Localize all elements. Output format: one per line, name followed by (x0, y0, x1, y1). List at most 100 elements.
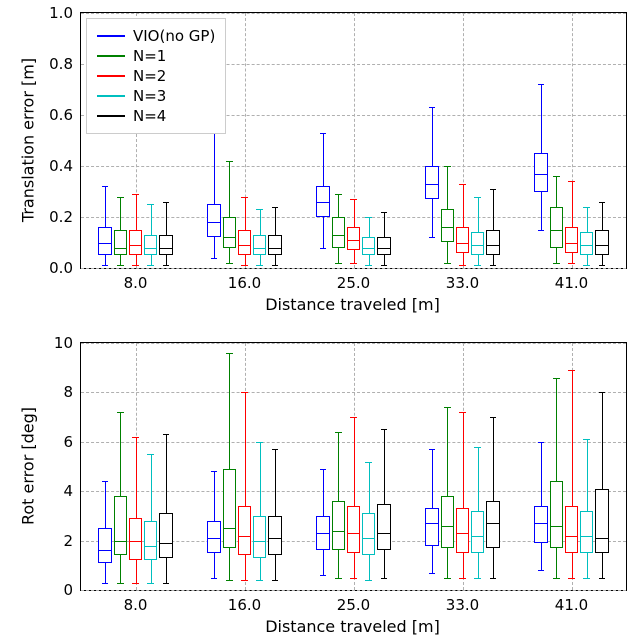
box (456, 508, 469, 552)
ytick-label: 0.2 (49, 208, 73, 226)
box-whisker-cap (272, 207, 279, 208)
box-whisker-cap (132, 583, 139, 584)
rot-error-xlabel: Distance traveled [m] (265, 617, 440, 636)
box-whisker-cap (474, 265, 481, 266)
box-median (471, 536, 484, 537)
xtick-label: 41.0 (555, 274, 588, 292)
box (534, 506, 547, 543)
ytick-label: 0.0 (49, 259, 73, 277)
box-whisker-cap (335, 432, 342, 433)
box (253, 235, 266, 255)
box-whisker-cap (241, 392, 248, 393)
ytick-label: 1.0 (49, 4, 73, 22)
box-whisker-cap (474, 578, 481, 579)
box-whisker (463, 184, 464, 266)
box (347, 506, 360, 553)
box-whisker-cap (147, 204, 154, 205)
box-whisker-cap (226, 161, 233, 162)
box-whisker-cap (241, 580, 248, 581)
box-whisker-cap (490, 417, 497, 418)
box-median (98, 550, 111, 551)
box-median (253, 541, 266, 542)
box (377, 237, 390, 255)
box-whisker-cap (444, 578, 451, 579)
box-median (114, 541, 127, 542)
box-whisker-cap (211, 471, 218, 472)
box-whisker-cap (553, 578, 560, 579)
ytick-label: 2 (63, 532, 73, 550)
box-median (377, 248, 390, 249)
box-median (441, 526, 454, 527)
box-whisker (260, 442, 261, 580)
box (238, 506, 251, 555)
box-whisker-cap (117, 412, 124, 413)
rot-error-ylabel: Rot error [deg] (19, 406, 38, 524)
legend-label: N=3 (133, 87, 166, 105)
xtick-label: 8.0 (124, 596, 148, 614)
box (565, 227, 578, 253)
box-median (223, 528, 236, 529)
box (144, 521, 157, 561)
box (377, 504, 390, 551)
box-whisker-cap (444, 407, 451, 408)
translation-error-xlabel: Distance traveled [m] (265, 295, 440, 314)
box-whisker-cap (147, 454, 154, 455)
box-whisker-cap (272, 265, 279, 266)
box-whisker (354, 417, 355, 578)
box-whisker-cap (102, 265, 109, 266)
legend-swatch (97, 115, 125, 117)
box (595, 489, 608, 553)
ytick-label: 0.6 (49, 106, 73, 124)
box (347, 227, 360, 250)
box-whisker-cap (163, 434, 170, 435)
box-median (534, 174, 547, 175)
box-whisker-cap (568, 263, 575, 264)
legend-label: VIO(no GP) (133, 27, 215, 45)
box (456, 227, 469, 253)
box-whisker-cap (444, 166, 451, 167)
box-median (425, 184, 438, 185)
box-whisker-cap (147, 265, 154, 266)
box-median (595, 538, 608, 539)
box-whisker-cap (568, 370, 575, 371)
box-median (268, 538, 281, 539)
box-whisker-cap (241, 265, 248, 266)
box (486, 501, 499, 548)
figure: 0.00.20.40.60.81.08.016.025.033.041.0 Tr… (0, 0, 640, 642)
box-whisker-cap (102, 481, 109, 482)
box (129, 230, 142, 256)
box-whisker-cap (599, 265, 606, 266)
ytick-label: 0.4 (49, 157, 73, 175)
rot-error-axes: 02468108.016.025.033.041.0 (80, 342, 627, 591)
box-whisker-cap (490, 578, 497, 579)
xtick-label: 33.0 (446, 274, 479, 292)
box-whisker-cap (490, 265, 497, 266)
box (425, 508, 438, 545)
box (550, 207, 563, 248)
box-whisker (166, 202, 167, 266)
box-median (534, 523, 547, 524)
box (144, 235, 157, 255)
box (223, 469, 236, 548)
box-whisker-cap (459, 578, 466, 579)
box-whisker-cap (444, 263, 451, 264)
box-median (565, 243, 578, 244)
box-median (425, 523, 438, 524)
box-whisker-cap (490, 189, 497, 190)
box-whisker-cap (553, 378, 560, 379)
box-whisker-cap (132, 265, 139, 266)
ytick-label: 0 (63, 581, 73, 599)
box-whisker-cap (553, 176, 560, 177)
box (580, 511, 593, 553)
box (207, 204, 220, 237)
box-whisker-cap (320, 469, 327, 470)
box-whisker-cap (599, 202, 606, 203)
box (114, 496, 127, 555)
legend-swatch (97, 75, 125, 77)
box-median (456, 243, 469, 244)
box (534, 153, 547, 191)
legend-swatch (97, 35, 125, 37)
box-median (238, 245, 251, 246)
box-whisker-cap (538, 442, 545, 443)
box-median (253, 248, 266, 249)
